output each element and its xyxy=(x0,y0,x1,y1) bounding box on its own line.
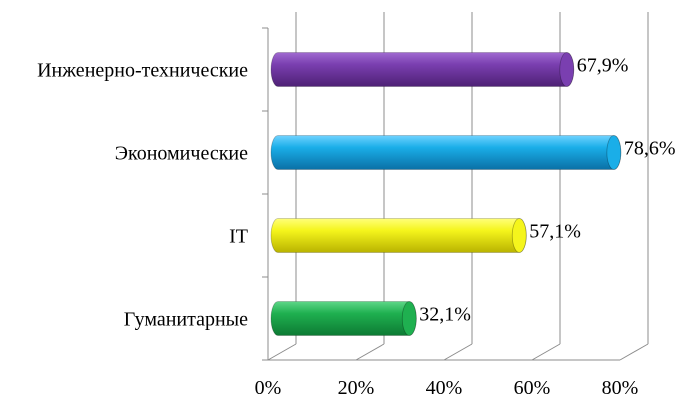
data-label: 32,1% xyxy=(419,304,471,326)
x-tick-label: 20% xyxy=(338,377,375,398)
data-label: 67,9% xyxy=(577,55,629,77)
x-tick-label: 40% xyxy=(426,377,463,398)
floor-gridline xyxy=(267,343,297,361)
bars-layer xyxy=(270,52,622,336)
bar xyxy=(270,52,575,87)
floor-gridline xyxy=(355,343,385,361)
labels-layer: 0% 20% 40% 60% 80% Инженерно-технические 67,9%… xyxy=(37,55,675,398)
floor-gridline xyxy=(619,343,649,361)
bar xyxy=(270,301,417,336)
floor-gridline xyxy=(531,343,561,361)
x-tick-label: 0% xyxy=(255,377,282,398)
bar-end-cap xyxy=(511,218,527,253)
bar xyxy=(270,218,527,253)
data-label: 78,6% xyxy=(624,138,676,160)
floor-gridline xyxy=(443,343,473,361)
bar-end-cap xyxy=(401,301,417,336)
category-label: IT xyxy=(229,226,248,248)
x-tick-label: 80% xyxy=(602,377,639,398)
category-label: Гуманитарные xyxy=(124,309,248,331)
category-label: Экономические xyxy=(115,143,248,165)
category-label: Инженерно-технические xyxy=(37,60,248,82)
bar-end-cap xyxy=(559,52,575,87)
bar-end-cap xyxy=(606,135,622,170)
data-label: 57,1% xyxy=(529,221,581,243)
bar xyxy=(270,135,622,170)
x-tick-label: 60% xyxy=(514,377,551,398)
